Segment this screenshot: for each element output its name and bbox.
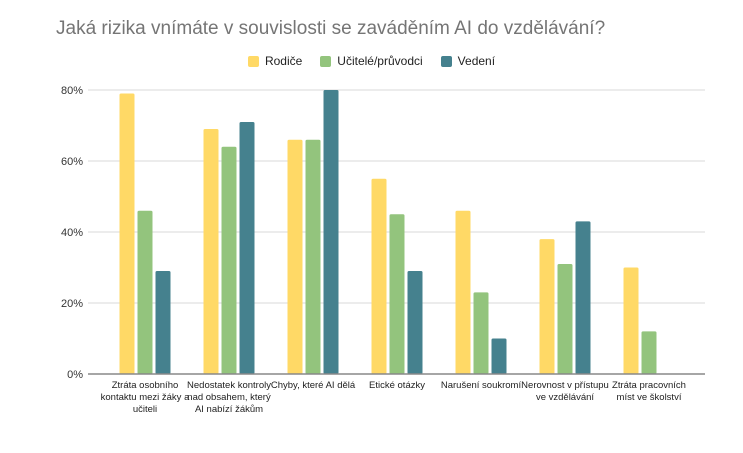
- legend-item-ucitele: Učitelé/průvodci: [320, 54, 423, 68]
- x-tick-label: Ztráta pracovních míst ve školství: [612, 380, 686, 403]
- bar-vedeni: [407, 271, 423, 374]
- bar-rodice: [287, 139, 303, 374]
- legend-item-rodice: Rodiče: [247, 54, 303, 68]
- bar-ucitele: [305, 139, 321, 374]
- x-tick-label: Nerovnost v přístupu ve vzdělávání: [521, 380, 609, 403]
- bar-vedeni: [239, 121, 255, 374]
- x-tick-label: Narušení soukromí: [440, 380, 522, 391]
- bar-vedeni: [575, 221, 591, 374]
- legend: Rodiče Učitelé/průvodci Vedení: [0, 54, 743, 68]
- legend-swatch: [440, 55, 452, 67]
- legend-label: Rodiče: [264, 54, 303, 68]
- x-tick-label: Chyby, které AI dělá: [270, 380, 356, 391]
- bar-ucitele: [389, 214, 405, 374]
- legend-item-vedeni: Vedení: [440, 54, 496, 68]
- x-tick-label: Nedostatek kontroly nad obsahem, který A…: [187, 380, 271, 415]
- bar-vedeni: [155, 271, 171, 374]
- legend-swatch: [320, 55, 332, 67]
- bar-ucitele: [473, 292, 489, 374]
- bar-rodice: [623, 267, 639, 374]
- legend-label: Vedení: [457, 54, 496, 68]
- bar-vedeni: [491, 338, 507, 374]
- bar-rodice: [203, 129, 219, 374]
- bar-rodice: [371, 178, 387, 374]
- x-tick-label: Etické otázky: [369, 380, 425, 391]
- legend-label: Učitelé/průvodci: [337, 54, 423, 68]
- y-tick-label: 60%: [61, 156, 83, 168]
- bar-ucitele: [221, 146, 237, 374]
- bar-ucitele: [137, 210, 153, 374]
- bar-vedeni: [323, 90, 339, 374]
- x-tick-label: Ztráta osobního kontaktu mezi žáky a uči…: [100, 380, 190, 415]
- y-tick-label: 40%: [61, 227, 83, 239]
- y-tick-label: 0%: [67, 369, 83, 381]
- bar-rodice: [539, 239, 555, 374]
- bar-rodice: [119, 93, 135, 375]
- legend-swatch: [247, 55, 259, 67]
- chart-title: Jaká rizika vnímáte v souvislosti se zav…: [56, 18, 606, 39]
- bar-ucitele: [641, 331, 657, 374]
- y-tick-label: 20%: [61, 298, 83, 310]
- y-tick-label: 80%: [61, 85, 83, 97]
- bar-rodice: [455, 210, 471, 374]
- bar-ucitele: [557, 263, 573, 374]
